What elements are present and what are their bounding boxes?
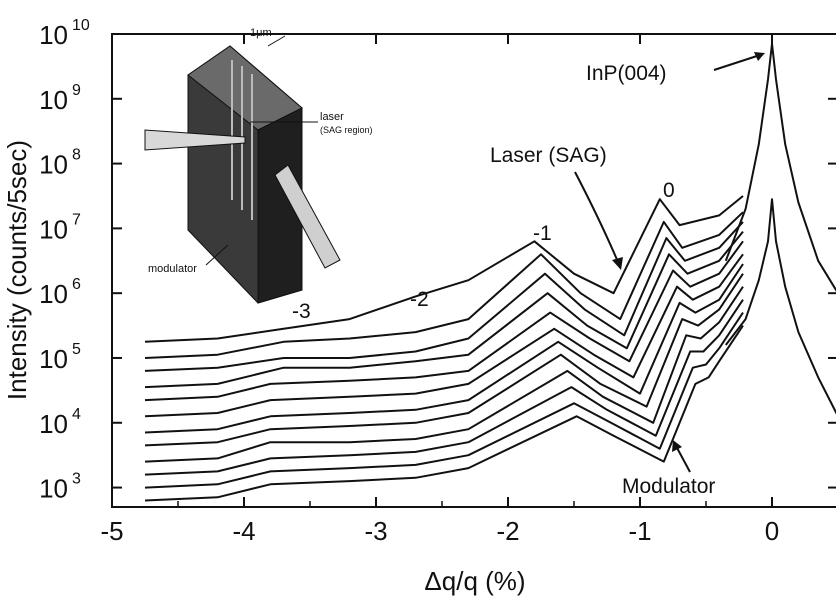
y-tick-exponent: 7	[72, 211, 81, 228]
series-line-8	[144, 273, 744, 447]
curve-layer	[144, 42, 836, 502]
series-line-1	[144, 195, 744, 343]
y-tick-label: 10	[39, 409, 68, 439]
annotation-modulator-arrowhead	[672, 440, 682, 452]
y-axis-label: Intensity (counts/5sec)	[2, 140, 32, 400]
annotation-modulator-arrow	[675, 445, 691, 473]
x-tick-label: -2	[496, 516, 519, 546]
y-tick-label: 10	[39, 214, 68, 244]
annotation-order-0: 0	[663, 179, 675, 202]
y-tick-label: 10	[39, 344, 68, 374]
series-line-7	[144, 263, 744, 434]
inset-scale-label: 1μm	[250, 27, 272, 39]
inset-schematic: 1μm laser (SAG region) modulator	[144, 27, 373, 304]
annotation-laser-arrowhead	[612, 257, 623, 270]
x-tick-label: -3	[364, 516, 387, 546]
substrate-peak-2	[725, 198, 836, 415]
series-line-6	[144, 253, 744, 418]
x-tick-label: 0	[765, 516, 779, 546]
series-line-9	[144, 286, 744, 463]
series-line-12	[144, 325, 744, 502]
annotation-order-m3: -3	[292, 300, 311, 323]
annotation-order-m2: -2	[410, 288, 429, 311]
y-tick-exponent: 10	[72, 17, 90, 34]
inset-laser-label: laser	[320, 111, 344, 123]
x-tick-label: -4	[232, 516, 255, 546]
inset-beam-in	[144, 129, 246, 151]
annotation-laser-arrow	[574, 171, 619, 263]
annotation-laser: Laser (SAG)	[490, 144, 607, 167]
inset-modulator-label: modulator	[148, 263, 197, 275]
series-line-11	[144, 312, 744, 489]
annotation-inp: InP(004)	[586, 62, 667, 85]
inset-scale-marker	[267, 35, 286, 47]
y-tick-label: 10	[39, 150, 68, 180]
x-axis-label: Δq/q (%)	[424, 566, 525, 596]
annotation-inp-arrow	[713, 54, 761, 71]
y-tick-exponent: 9	[72, 82, 81, 99]
inset-block-side	[257, 107, 303, 304]
x-tick-label: -1	[628, 516, 651, 546]
annotation-order-m1: -1	[533, 222, 552, 245]
annotation-modulator: Modulator	[622, 475, 715, 498]
series-line-4	[144, 230, 744, 389]
y-tick-label: 10	[39, 474, 68, 504]
y-tick-exponent: 3	[72, 471, 81, 488]
series-line-10	[144, 299, 744, 476]
y-tick-label: 10	[39, 85, 68, 115]
y-tick-label: 10	[39, 279, 68, 309]
y-tick-exponent: 4	[72, 406, 81, 423]
annotation-inp-arrowhead	[754, 52, 765, 61]
substrate-peak-1	[724, 42, 836, 292]
series-line-5	[144, 240, 744, 402]
y-tick-exponent: 8	[72, 147, 81, 164]
series-line-2	[144, 211, 744, 359]
plot-frame	[111, 33, 836, 508]
x-axis-ticks: -5 -4 -3 -2 -1 0	[100, 34, 779, 546]
y-tick-label: 10	[39, 20, 68, 50]
y-tick-exponent: 6	[72, 276, 81, 293]
y-tick-exponent: 5	[72, 341, 81, 358]
inset-modulator-leader	[205, 244, 229, 266]
inset-laser-sublabel: (SAG region)	[320, 125, 373, 135]
series-line-3	[144, 221, 744, 372]
inset-beam-out	[274, 164, 341, 269]
x-tick-label: -5	[100, 516, 123, 546]
